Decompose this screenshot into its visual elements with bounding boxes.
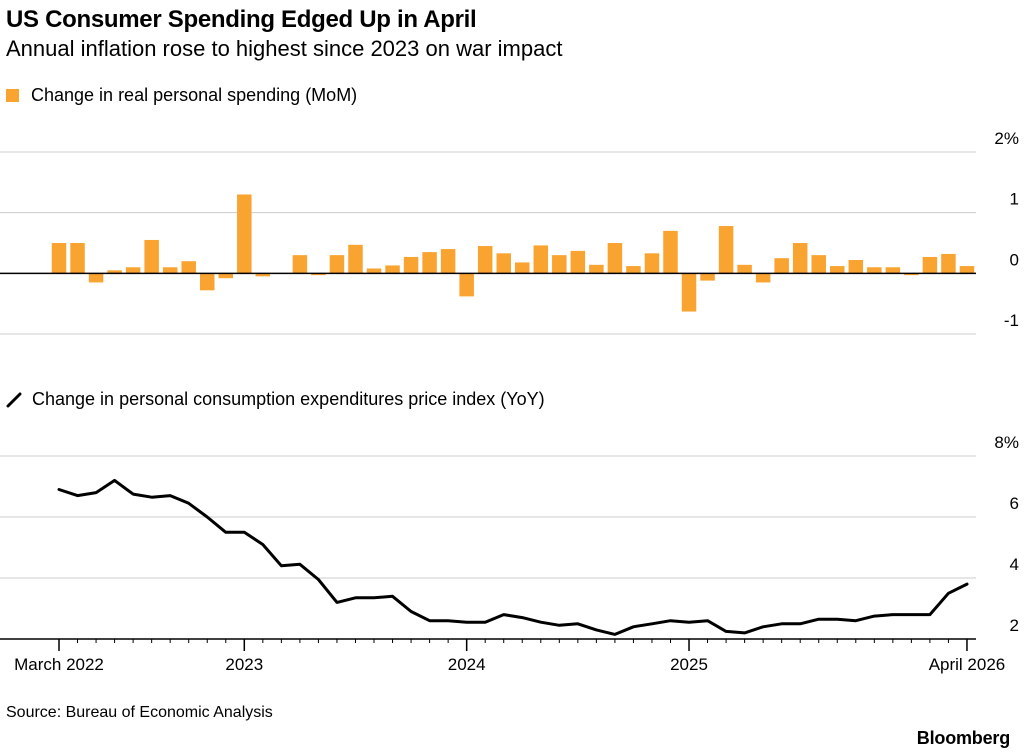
spending-bar: [107, 270, 122, 274]
line-y-tick-label: 8%: [994, 433, 1019, 452]
spending-bar: [144, 239, 159, 274]
spending-bar: [941, 253, 956, 274]
x-tick-label: March 2022: [14, 655, 104, 674]
brand-logo: Bloomberg: [916, 728, 1010, 748]
spending-bar: [644, 253, 660, 274]
spending-bar: [626, 266, 641, 274]
spending-bar: [589, 264, 604, 274]
legend-pce: Change in personal consumption expenditu…: [6, 389, 545, 410]
legend-spending-label: Change in real personal spending (MoM): [31, 85, 358, 105]
spending-bar: [88, 273, 104, 283]
spending-bar: [904, 273, 919, 276]
pce-series-line: [57, 478, 969, 636]
chart-subtitle: Annual inflation rose to highest since 2…: [6, 36, 563, 61]
spending-bar: [255, 273, 271, 277]
x-tick-label: 2025: [670, 655, 708, 674]
spending-bar: [700, 273, 715, 281]
line-y-tick-label: 6: [1010, 494, 1019, 513]
spending-bar: [663, 230, 678, 274]
spending-bar: [681, 273, 697, 312]
spending-bar: [403, 256, 419, 274]
spending-bar: [348, 244, 363, 274]
spending-bar: [867, 267, 882, 274]
x-tick-label: 2024: [448, 655, 486, 674]
spending-bar: [51, 243, 67, 274]
spending-bar: [922, 256, 938, 274]
spending-bar: [830, 266, 845, 274]
legend-bar-swatch: [6, 89, 19, 102]
x-tick-label: April 2026: [929, 655, 1006, 674]
spending-bar: [477, 246, 493, 274]
spending-bar: [774, 258, 789, 274]
spending-bar: [237, 194, 252, 274]
bar-y-tick-label: 2%: [994, 129, 1019, 148]
spending-bar: [70, 243, 85, 274]
spending-bar: [515, 262, 530, 274]
spending-bar: [718, 226, 734, 274]
bar-y-tick-label: 0: [1010, 250, 1019, 269]
spending-bar: [385, 265, 400, 274]
source-note: Source: Bureau of Economic Analysis: [6, 704, 273, 721]
spending-bar: [811, 255, 826, 274]
bar-y-tick-label: 1: [1010, 190, 1019, 209]
spending-bar: [959, 266, 975, 274]
spending-bar: [125, 267, 141, 274]
spending-bar: [218, 273, 234, 279]
chart-title: US Consumer Spending Edged Up in April: [6, 6, 477, 33]
line-y-tick-label: 2: [1010, 616, 1019, 635]
legend-line-swatch: [6, 392, 22, 407]
spending-bar: [329, 255, 345, 274]
line-y-tick-label: 4: [1010, 555, 1019, 574]
spending-bar: [755, 273, 771, 283]
spending-bar: [570, 250, 586, 274]
spending-bar: [737, 264, 752, 274]
legend-spending: Change in real personal spending (MoM): [6, 85, 357, 106]
spending-bar: [311, 273, 326, 276]
spending-bar: [366, 268, 382, 274]
x-tick-label: 2023: [225, 655, 263, 674]
legend-pce-label: Change in personal consumption expenditu…: [32, 389, 545, 409]
spending-bar: [199, 273, 215, 291]
spending-bar: [440, 249, 456, 274]
spending-bar: [552, 255, 567, 274]
spending-bar: [792, 243, 808, 274]
spending-bar: [607, 243, 623, 274]
spending-bar: [848, 259, 864, 274]
spending-bar: [292, 255, 308, 274]
bar-y-tick-label: -1: [1004, 311, 1019, 330]
spending-bar: [181, 261, 196, 274]
spending-bar: [162, 267, 178, 274]
spending-bar: [459, 273, 474, 297]
spending-bar: [885, 267, 901, 274]
spending-bar: [533, 245, 549, 274]
spending-bar: [496, 253, 511, 274]
spending-bar: [422, 252, 437, 274]
